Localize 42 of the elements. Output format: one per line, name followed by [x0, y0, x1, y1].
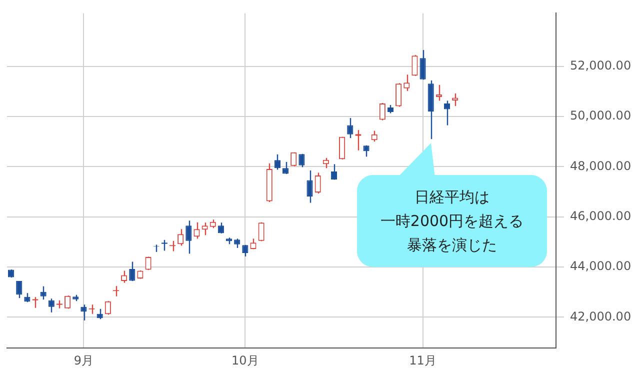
annotation: 暴落を演じた	[407, 235, 497, 256]
candlestick	[404, 74, 410, 92]
candlestick	[40, 286, 46, 300]
x-tick-label: 9月	[74, 353, 94, 368]
y-tick-label: 48,000.00	[570, 158, 632, 173]
candlestick	[178, 228, 184, 246]
candlestick	[298, 153, 305, 168]
y-tick-label: 44,000.00	[570, 259, 632, 274]
candlestick	[16, 280, 22, 299]
candlestick	[444, 100, 450, 126]
candlestick	[121, 270, 128, 284]
candlestick	[64, 294, 71, 310]
candlestick	[379, 102, 386, 121]
candlestick	[412, 54, 418, 76]
candlestick	[194, 222, 200, 240]
candlestick	[339, 136, 346, 160]
candlestick	[234, 238, 240, 249]
candlestick	[436, 84, 442, 102]
y-tick-label: 42,000.00	[570, 309, 632, 324]
candlestick	[186, 220, 192, 254]
y-tick-label: 52,000.00	[570, 58, 632, 72]
candlestick	[306, 170, 313, 204]
candlestick	[396, 82, 402, 108]
annotation: 一時2000円を超える	[380, 211, 524, 232]
x-tick-label: 11月	[409, 353, 436, 368]
candlestick	[314, 172, 321, 194]
candlestick	[145, 256, 152, 271]
candlestick	[347, 117, 354, 139]
candlestick	[129, 261, 136, 282]
candlestick	[282, 161, 289, 175]
candlestick	[452, 92, 458, 107]
annotation: 日経平均は	[414, 187, 490, 208]
candlestick	[420, 49, 426, 80]
y-tick-label: 50,000.00	[570, 108, 632, 123]
candlestick	[218, 222, 224, 234]
candlestick	[104, 300, 111, 316]
candlestick	[371, 130, 378, 142]
x-tick-label: 10月	[232, 353, 259, 368]
candlestick	[202, 222, 208, 236]
candlestick	[274, 154, 280, 170]
candlestick	[48, 298, 54, 313]
y-tick-label: 46,000.00	[570, 208, 632, 223]
